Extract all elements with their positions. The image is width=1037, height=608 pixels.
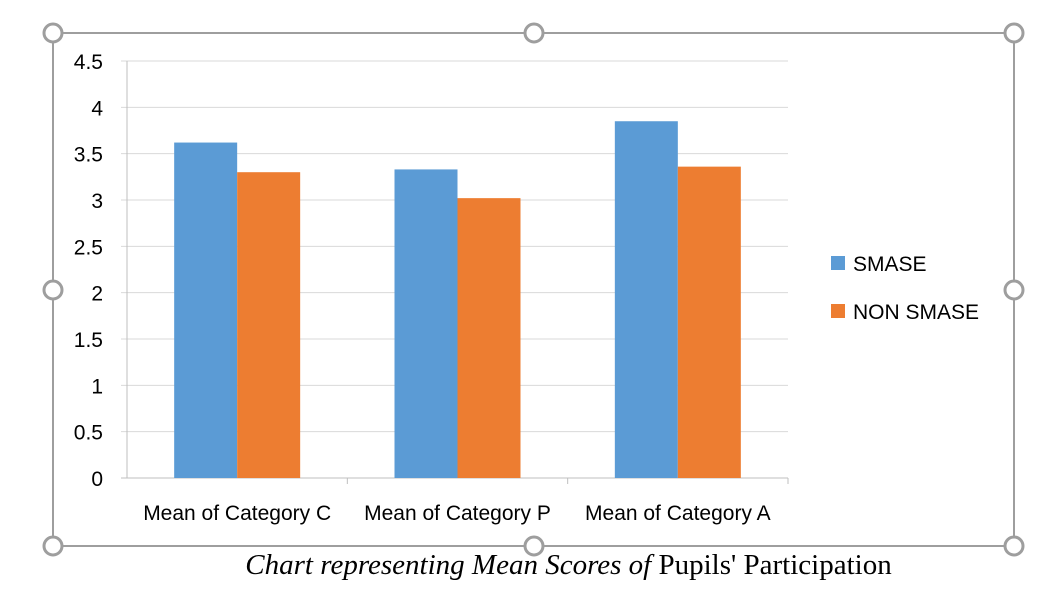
figure-caption: Chart representing Mean Scores of Pupils… [0, 545, 1037, 585]
caption-normal: Pupils' Participation [658, 549, 892, 581]
resize-handle[interactable] [523, 535, 545, 557]
bar [394, 169, 458, 479]
bar [457, 198, 521, 478]
legend-swatch [831, 304, 845, 318]
x-tick-label: Mean of Category C [143, 502, 331, 525]
caption-italic: Chart representing Mean Scores of [245, 549, 652, 581]
x-tick-labels: Mean of Category C Mean of Category P Mean… [143, 502, 770, 525]
resize-handles[interactable] [42, 22, 1025, 557]
y-tick-label: 4.5 [74, 51, 103, 74]
y-tick-label: 0.5 [74, 422, 103, 445]
x-tick-label: Mean of Category A [585, 502, 771, 525]
legend-label: NON SMASE [853, 301, 979, 324]
y-tick-label: 3 [91, 190, 103, 213]
y-tick-label: 1 [91, 375, 103, 398]
y-tick-label: 4 [91, 97, 103, 120]
resize-handle[interactable] [42, 22, 64, 44]
y-tick-label: 3.5 [74, 144, 103, 167]
resize-handle[interactable] [42, 535, 64, 557]
y-tick-label: 0 [91, 468, 103, 491]
legend-label: SMASE [853, 253, 927, 276]
resize-handle[interactable] [523, 22, 545, 44]
resize-handle[interactable] [1003, 279, 1025, 301]
y-tick-label: 1.5 [74, 329, 103, 352]
y-tick-labels: 0 0.5 1 1.5 2 2.5 3 3.5 4 4.5 [74, 51, 104, 491]
bar [677, 166, 741, 478]
x-tick-label: Mean of Category P [364, 502, 551, 525]
legend-swatch [831, 256, 845, 270]
bar [174, 142, 238, 478]
bar [614, 121, 678, 478]
legend: SMASE NON SMASE [831, 253, 979, 324]
y-tick-label: 2 [91, 283, 103, 306]
bar [237, 172, 301, 478]
resize-handle[interactable] [1003, 535, 1025, 557]
resize-handle[interactable] [42, 279, 64, 301]
resize-handle[interactable] [1003, 22, 1025, 44]
y-tick-label: 2.5 [74, 236, 103, 259]
bars [174, 121, 741, 479]
